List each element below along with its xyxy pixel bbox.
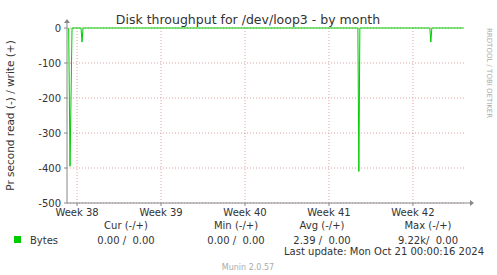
stats-header: Cur (-/+)	[104, 220, 148, 231]
grid-line	[67, 63, 465, 64]
last-update: Last update: Mon Oct 21 00:00:16 2024	[284, 246, 484, 257]
data-group	[69, 28, 464, 172]
background	[0, 0, 497, 275]
tick-label: -400	[38, 163, 61, 174]
title: Disk throughput for /dev/loop3 - by mont…	[116, 12, 380, 27]
stats-header: Avg (-/+)	[300, 220, 345, 231]
grid-line	[67, 168, 465, 169]
tick-label: Week 40	[223, 207, 266, 218]
footer: Munin 2.0.57	[222, 263, 274, 272]
tick-label: Week 41	[307, 207, 350, 218]
tick-label: 0	[55, 23, 61, 34]
y-axis-arrow	[64, 19, 70, 23]
x-axis-arrow	[470, 200, 474, 206]
grid-line	[328, 28, 329, 203]
tick-label: -100	[38, 58, 61, 69]
tick-label: Week 38	[55, 207, 98, 218]
legend-swatch	[14, 236, 21, 243]
stats-value: 0.00 / 0.00	[97, 235, 154, 246]
tick-label: -200	[38, 93, 61, 104]
series-line	[69, 28, 464, 172]
tick-label: Week 39	[139, 207, 182, 218]
watermark: RRDTOOL / TOBI OETIKER	[485, 28, 493, 118]
y-label: Pr second read (-) / write (+)	[4, 40, 16, 191]
grid-line	[245, 28, 246, 203]
grid-line	[67, 98, 465, 99]
grid-line	[77, 28, 78, 203]
x-axis	[67, 203, 470, 204]
stats-value: 0.00 / 0.00	[207, 235, 264, 246]
grid-line	[412, 28, 413, 203]
grid-line	[67, 133, 465, 134]
stats-value: 2.39 / 0.00	[293, 235, 350, 246]
stats-value: 9.22k/ 0.00	[398, 235, 458, 246]
plot-area	[67, 28, 465, 203]
tick-label: -300	[38, 128, 61, 139]
y-axis	[67, 23, 68, 203]
grid-line	[161, 28, 162, 203]
legend-label: Bytes	[30, 235, 58, 246]
stats-header: Max (-/+)	[404, 220, 451, 231]
stats-header: Min (-/+)	[214, 220, 258, 231]
tick-label: Week 42	[391, 207, 434, 218]
